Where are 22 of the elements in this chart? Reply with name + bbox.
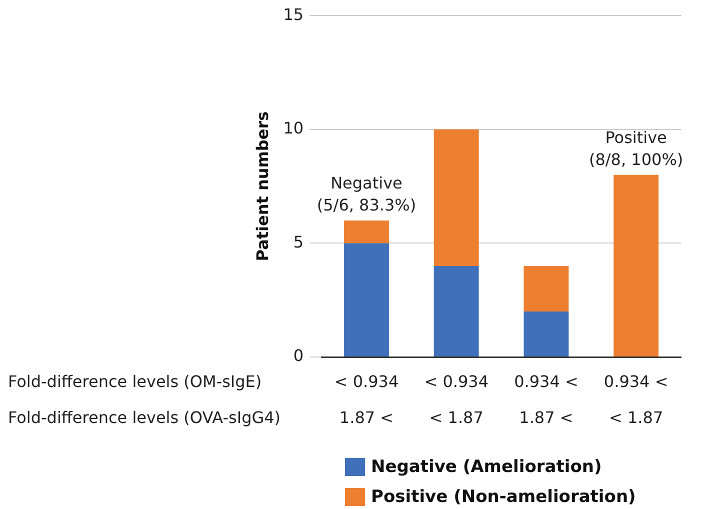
x-tick-label: 0.934 < 1.87 < — [514, 372, 578, 428]
y-tick-label: 15 — [283, 4, 304, 24]
bar — [434, 266, 479, 356]
y-tick-label: 0 — [293, 346, 304, 366]
y-tick-label: 5 — [293, 232, 304, 252]
annotation: Positive (8/8, 100%) — [588, 128, 684, 170]
bar — [524, 311, 569, 356]
text: Fold-difference levels (OVA-sIgG4) — [8, 408, 281, 428]
legend-label: Positive (Non-amelioration) — [371, 487, 636, 507]
bar — [524, 266, 569, 312]
bar — [434, 129, 479, 266]
annotation: Negative (5/6, 83.3%) — [316, 174, 416, 215]
text: Fold-difference levels (OM-sIgE) — [8, 372, 262, 392]
y-axis-title: Patient numbers — [252, 111, 272, 262]
bar — [344, 220, 389, 244]
x-tick-label: 0.934 < < 1.87 — [604, 372, 668, 428]
legend-label: Negative (Amelioration) — [371, 457, 602, 477]
bar — [614, 174, 659, 356]
x-tick-label: < 0.934 1.87 < — [334, 372, 399, 428]
bar — [344, 243, 389, 356]
y-tick-label: 10 — [283, 118, 304, 138]
x-tick-label: < 0.934 < 1.87 — [424, 372, 488, 428]
